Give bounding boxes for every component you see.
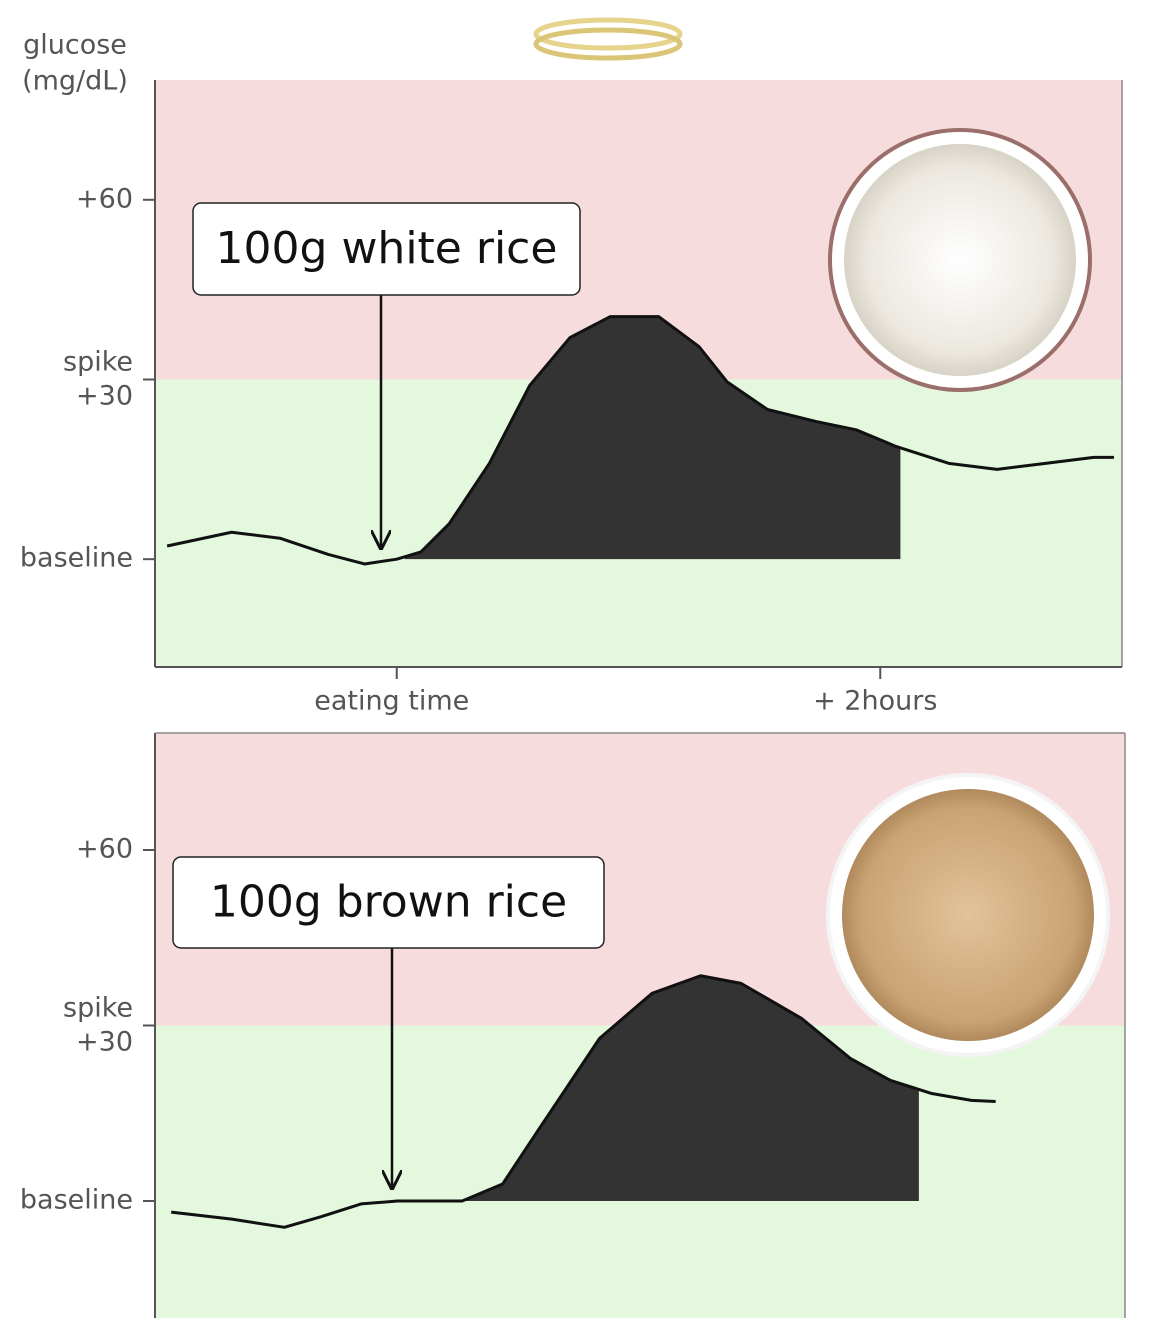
glucose-line: [166, 315, 1114, 566]
x-tick-label: + 2hours: [813, 686, 937, 717]
glucose-line: [170, 974, 996, 1229]
annotation: 100g white rice: [216, 223, 558, 274]
y-tick-label: spike +30: [63, 992, 133, 1057]
y-axis-label: glucose: [23, 30, 127, 61]
food-rice: [842, 789, 1094, 1041]
food-rice: [844, 144, 1076, 376]
annotation-box: [172, 856, 605, 949]
spike-area: [404, 316, 901, 560]
spike-area: [462, 975, 919, 1201]
y-tick-label: spike +30: [63, 346, 133, 411]
annotation-box: [192, 202, 581, 296]
annotation: 100g brown rice: [210, 877, 567, 928]
x-tick-label: eating time: [314, 686, 469, 717]
logo: [533, 17, 683, 61]
y-tick-label: baseline: [20, 1185, 133, 1216]
y-tick-label: baseline: [20, 543, 133, 574]
y-axis-label: (mg/dL): [22, 66, 128, 97]
y-tick-label: +60: [76, 834, 133, 865]
y-tick-label: +60: [76, 183, 133, 214]
